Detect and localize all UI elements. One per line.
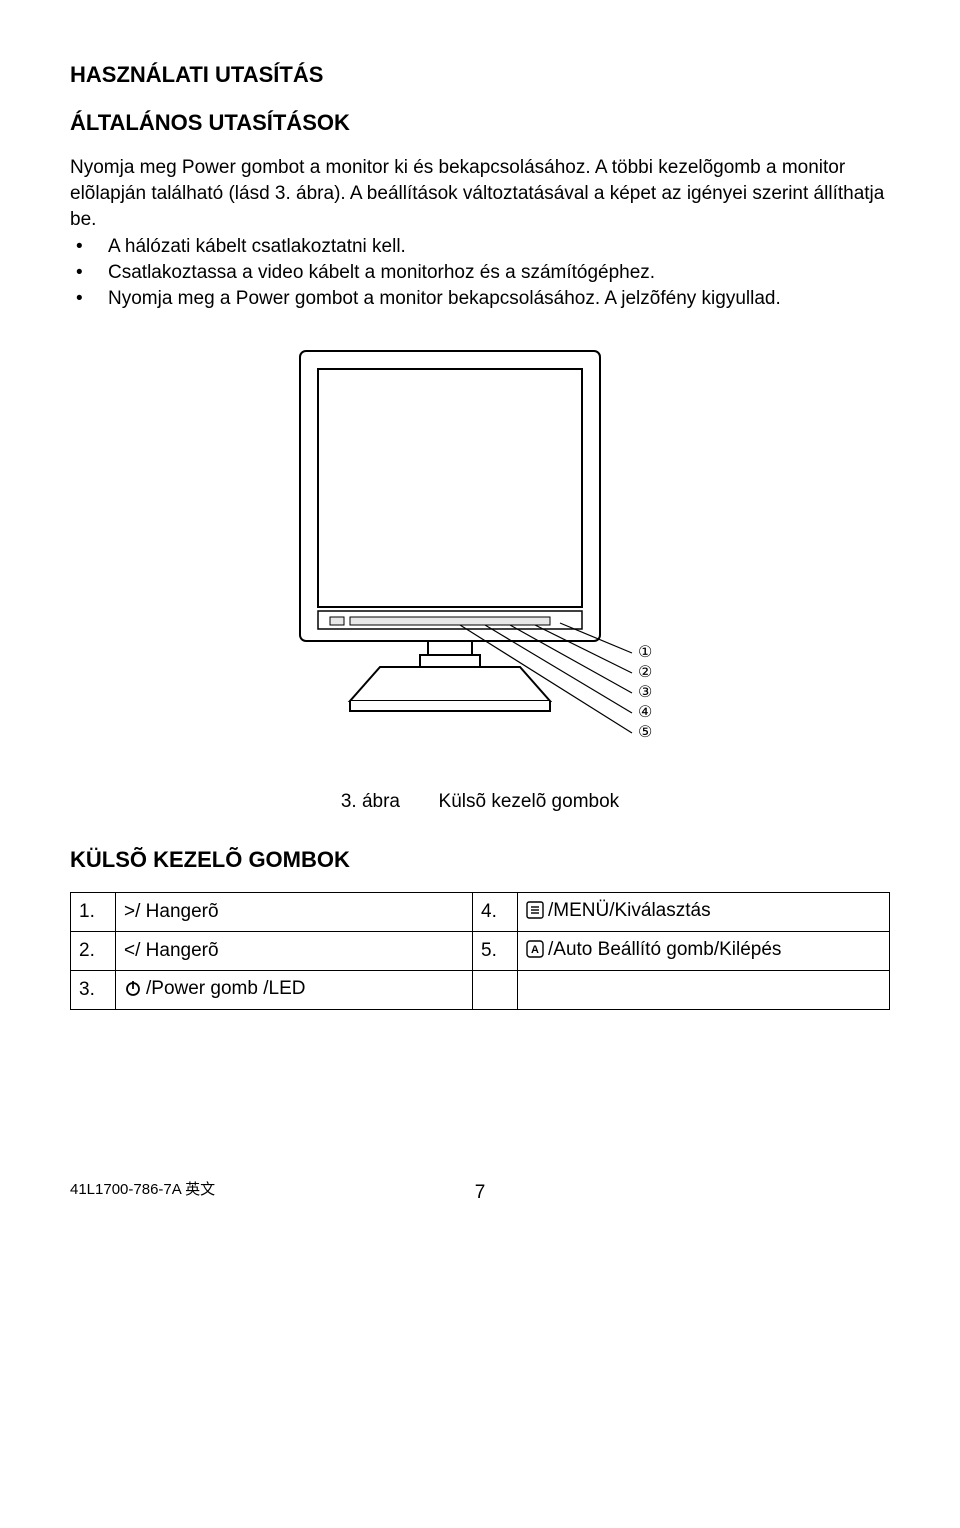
cell-num: 2.: [71, 932, 116, 971]
controls-table: 1. >/ Hangerõ 4. /MENÜ/Kiválasztás 2. </…: [70, 892, 890, 1010]
cell-num: 3.: [71, 971, 116, 1010]
cell-num: [473, 971, 518, 1010]
figure-caption: 3. ábra Külsõ kezelõ gombok: [70, 789, 890, 815]
bullet-item: Csatlakoztassa a video kábelt a monitorh…: [70, 260, 890, 286]
callout-5: ⑤: [638, 724, 652, 741]
footer-page-number: 7: [475, 1180, 486, 1206]
heading-2: ÁLTALÁNOS UTASÍTÁSOK: [70, 108, 890, 138]
cell-label: A /Auto Beállító gomb/Kilépés: [518, 932, 890, 971]
callout-3: ③: [638, 684, 652, 701]
footer-doc-id: 41L1700-786-7A 英文: [70, 1180, 215, 1200]
power-icon: [124, 979, 142, 1005]
cell-text: /Power gomb /LED: [146, 978, 305, 999]
monitor-illustration: ① ② ③ ④ ⑤: [260, 341, 700, 761]
cell-text: /Auto Beállító gomb/Kilépés: [548, 939, 781, 960]
cell-label: [518, 971, 890, 1010]
caption-text: Külsõ kezelõ gombok: [439, 791, 620, 812]
bullet-item: A hálózati kábelt csatlakoztatni kell.: [70, 234, 890, 260]
auto-icon: A: [526, 940, 544, 966]
figure-monitor: ① ② ③ ④ ⑤: [70, 341, 890, 769]
caption-number: 3. ábra: [341, 791, 400, 812]
callout-1: ①: [638, 644, 652, 661]
table-row: 3. /Power gomb /LED: [71, 971, 890, 1010]
menu-icon: [526, 901, 544, 927]
cell-label: /Power gomb /LED: [116, 971, 473, 1010]
cell-num: 4.: [473, 893, 518, 932]
table-row: 1. >/ Hangerõ 4. /MENÜ/Kiválasztás: [71, 893, 890, 932]
intro-paragraph: Nyomja meg Power gombot a monitor ki és …: [70, 155, 890, 232]
section-heading: KÜLSÕ KEZELÕ GOMBOK: [70, 845, 890, 875]
bullet-list: A hálózati kábelt csatlakoztatni kell. C…: [70, 234, 890, 311]
table-row: 2. </ Hangerõ 5. A /Auto Beállító gomb/K…: [71, 932, 890, 971]
callout-2: ②: [638, 664, 652, 681]
cell-num: 1.: [71, 893, 116, 932]
cell-num: 5.: [473, 932, 518, 971]
svg-text:A: A: [531, 944, 539, 956]
heading-1: HASZNÁLATI UTASÍTÁS: [70, 60, 890, 90]
cell-label: >/ Hangerõ: [116, 893, 473, 932]
cell-label: </ Hangerõ: [116, 932, 473, 971]
page-footer: 41L1700-786-7A 英文 7: [70, 1180, 890, 1200]
cell-text: /MENÜ/Kiválasztás: [548, 900, 711, 921]
cell-label: /MENÜ/Kiválasztás: [518, 893, 890, 932]
callout-4: ④: [638, 704, 652, 721]
bullet-item: Nyomja meg a Power gombot a monitor beka…: [70, 286, 890, 312]
